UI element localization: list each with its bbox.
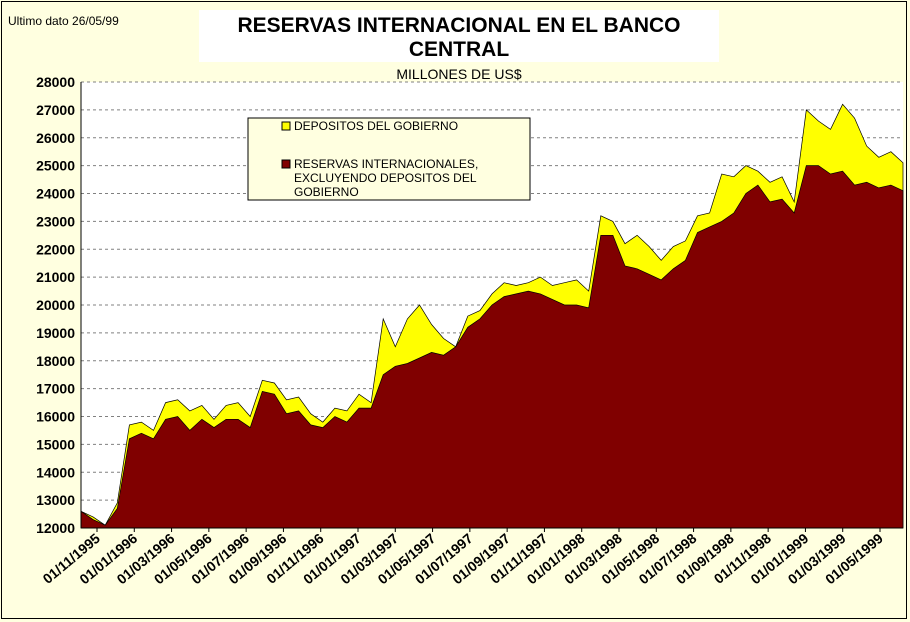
y-tick-label: 28000	[36, 74, 75, 90]
y-tick-label: 12000	[36, 520, 75, 536]
legend-swatch-reservas	[281, 159, 291, 169]
y-axis-ticks: 12000 13000 14000 15000 16000 17000 18000 19000…	[36, 74, 75, 536]
chart-subtitle: MILLONES DE US$	[396, 66, 522, 82]
legend: DEPOSITOS DEL GOBIERNO RESERVAS INTERNAC…	[247, 117, 531, 201]
y-tick-label: 13000	[36, 492, 75, 508]
y-tick-label: 17000	[36, 381, 75, 397]
y-tick-label: 22000	[36, 241, 75, 257]
legend-box	[247, 117, 531, 201]
legend-label-depositos: DEPOSITOS DEL GOBIERNO	[294, 119, 458, 133]
title-box: RESERVAS INTERNACIONAL EN EL BANCO CENTR…	[199, 10, 719, 82]
y-tick-label: 16000	[36, 409, 75, 425]
y-tick-label: 19000	[36, 325, 75, 341]
last-data-note: Ultimo dato 26/05/99	[8, 14, 119, 28]
y-tick-label: 24000	[36, 186, 75, 202]
y-tick-label: 26000	[36, 130, 75, 146]
y-tick-label: 25000	[36, 158, 75, 174]
y-tick-label: 27000	[36, 102, 75, 118]
chart-title: RESERVAS INTERNACIONAL EN EL BANCO CENTR…	[237, 14, 681, 61]
y-tick-label: 18000	[36, 353, 75, 369]
legend-label-reservas: RESERVAS INTERNACIONALES, EXCLUYENDO DEPO…	[294, 157, 478, 199]
y-tick-label: 20000	[36, 297, 75, 313]
y-tick-label: 21000	[36, 269, 75, 285]
area-reservas-excluyendo	[80, 165, 904, 529]
y-tick-label: 23000	[36, 213, 75, 229]
y-tick-label: 15000	[36, 436, 75, 452]
x-axis-ticks: 01/11/199501/01/199601/03/199601/05/1996…	[40, 528, 886, 587]
y-tick-label: 14000	[36, 464, 75, 480]
legend-swatch-depositos	[281, 121, 291, 131]
